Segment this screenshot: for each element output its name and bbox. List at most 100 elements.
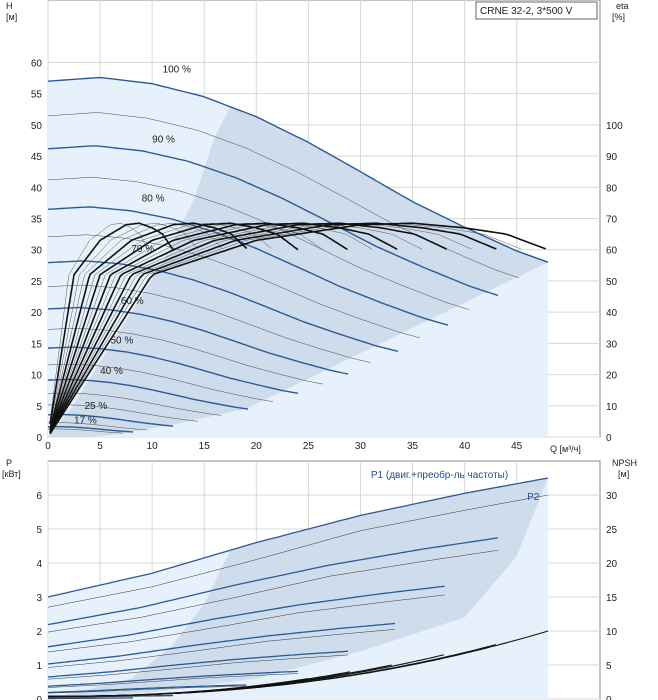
efficiency-curve xyxy=(49,222,497,434)
speed-label: 80 % xyxy=(142,194,165,205)
bottom-operating-region xyxy=(48,478,548,699)
y-right-tick-label: 30 xyxy=(606,339,618,350)
y-right-tick-label: 20 xyxy=(606,559,618,570)
power-p1-curve xyxy=(47,622,396,665)
head-curve-speed xyxy=(48,425,133,433)
y-left-tick-label: 20 xyxy=(31,308,43,319)
y-left-tick-label: 60 xyxy=(31,58,43,69)
head-curve-thin xyxy=(47,284,371,363)
top-operating-region xyxy=(48,77,548,438)
top-y-right-unit: [%] xyxy=(612,12,625,22)
y-left-tick-label: 45 xyxy=(31,152,43,163)
top-curves: 100 % 90 % 80 % 70 % 60 % 50 % 40 % 25 % 17 % xyxy=(47,64,549,435)
y-left-tick-label: 25 xyxy=(31,277,43,288)
x-tick-label: 30 xyxy=(355,441,367,452)
top-ticks: 0 5 10 15 20 25 30 35 40 45 0 5 10 15 20 25 30 35 40 45 50 55… xyxy=(31,58,623,452)
y-left-tick-label: 50 xyxy=(31,121,43,132)
efficiency-curve-thin xyxy=(49,222,272,430)
efficiency-curve-thin xyxy=(49,222,423,433)
bottom-y-right-title: NPSH xyxy=(612,458,637,468)
power-p1-curve xyxy=(47,684,247,694)
x-tick-label: 20 xyxy=(251,441,263,452)
dark-operating-region xyxy=(48,106,548,437)
head-curve-speed xyxy=(47,206,449,326)
y-right-tick-label: 20 xyxy=(606,371,618,382)
efficiency-curve xyxy=(49,222,348,432)
chart-title: CRNE 32-2, 3*500 V xyxy=(480,6,573,17)
x-tick-label: 5 xyxy=(97,441,103,452)
head-curve-speed xyxy=(47,260,399,352)
head-curve-thin xyxy=(48,422,148,431)
npsh-curve xyxy=(48,678,309,697)
efficiency-curve xyxy=(49,222,547,435)
power-p2-curve xyxy=(47,594,445,653)
p1-series-label: P1 (двиг.+преобр-ль частоты) xyxy=(371,469,508,481)
efficiency-curve-thin xyxy=(49,222,522,434)
power-p2-curve xyxy=(48,685,247,694)
x-tick-label: 10 xyxy=(147,441,159,452)
chart-title-box xyxy=(475,1,598,20)
x-tick-label: 35 xyxy=(407,441,419,452)
y-left-tick-label: 15 xyxy=(31,339,43,350)
power-p2-curve xyxy=(47,629,396,668)
x-tick-label: 15 xyxy=(199,441,211,452)
y-left-tick-label: 0 xyxy=(36,695,42,700)
top-y-right-title: eta xyxy=(616,1,629,11)
efficiency-curve-thin xyxy=(49,222,472,434)
y-right-tick-label: 90 xyxy=(606,152,618,163)
y-right-tick-label: 60 xyxy=(606,246,618,257)
y-left-tick-label: 5 xyxy=(36,402,42,413)
y-right-tick-label: 40 xyxy=(606,308,618,319)
speed-label: 60 % xyxy=(121,296,144,307)
head-curve-thin xyxy=(47,328,324,385)
y-left-tick-label: 0 xyxy=(36,433,42,444)
speed-label: 90 % xyxy=(152,134,175,145)
y-right-tick-label: 10 xyxy=(606,402,618,413)
bottom-y-left-title: P xyxy=(6,458,12,468)
x-tick-label: 45 xyxy=(511,441,523,452)
y-right-tick-label: 25 xyxy=(606,525,618,536)
y-left-tick-label: 6 xyxy=(36,491,42,502)
power-p2-curve xyxy=(47,550,498,633)
power-p2-curve xyxy=(47,673,299,688)
y-left-tick-label: 4 xyxy=(36,559,42,570)
efficiency-curve xyxy=(49,222,299,431)
bottom-ticks: 0 1 2 3 4 5 6 0 5 10 15 20 25 30 xyxy=(36,491,617,700)
y-right-tick-label: 10 xyxy=(606,627,618,638)
speed-label: 70 % xyxy=(131,244,154,255)
power-p2-curve xyxy=(48,695,173,698)
y-right-tick-label: 5 xyxy=(606,661,612,672)
power-p1-curve xyxy=(47,477,549,598)
head-curve-speed xyxy=(47,145,499,297)
bottom-y-left-unit: [кВт] xyxy=(2,469,21,479)
power-p1-curve xyxy=(47,670,299,687)
efficiency-curve-thin xyxy=(49,222,148,421)
top-y-left-unit: [м] xyxy=(6,12,17,22)
y-right-tick-label: 0 xyxy=(606,695,612,700)
speed-label: 100 % xyxy=(163,64,191,75)
y-left-tick-label: 40 xyxy=(31,183,43,194)
speed-label: 25 % xyxy=(84,401,107,412)
efficiency-curve xyxy=(49,222,398,433)
efficiency-curve-thin xyxy=(49,223,373,433)
y-left-tick-label: 35 xyxy=(31,215,43,226)
head-curve-thin xyxy=(48,392,222,416)
power-p1-curve xyxy=(47,585,445,648)
y-left-tick-label: 30 xyxy=(31,246,43,257)
y-right-tick-label: 0 xyxy=(606,433,612,444)
speed-label: 17 % xyxy=(74,415,97,426)
power-p2-curve xyxy=(47,494,548,608)
head-curve-thin xyxy=(48,428,124,434)
y-left-tick-label: 55 xyxy=(31,90,43,101)
head-curve-thin xyxy=(47,177,470,310)
power-p1-curve xyxy=(47,650,349,678)
speed-label: 40 % xyxy=(100,366,123,377)
top-y-left-title: H xyxy=(6,1,13,11)
head-curve-thin xyxy=(47,234,420,339)
efficiency-curve xyxy=(49,222,448,434)
dark-power-region xyxy=(48,478,548,699)
head-curve-speed xyxy=(47,413,174,427)
speed-label: 50 % xyxy=(110,335,133,346)
head-curve-speed xyxy=(48,346,299,394)
